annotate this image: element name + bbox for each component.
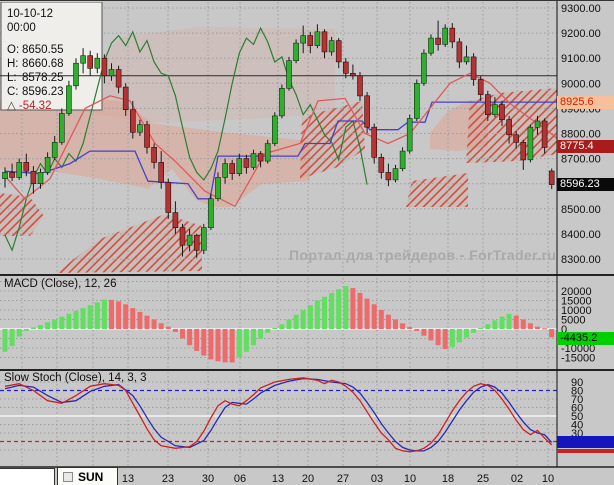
svg-text:5000: 5000 — [561, 315, 585, 327]
svg-text:20: 20 — [302, 473, 314, 485]
svg-text:10000: 10000 — [561, 305, 592, 317]
checkbox-icon — [63, 471, 73, 482]
svg-text:40: 40 — [571, 420, 583, 432]
svg-text:03: 03 — [371, 473, 383, 485]
info-close: C: 8596.23 — [7, 86, 64, 98]
info-delta: △ -54.32 — [7, 100, 52, 112]
info-date: 10-10-12 — [7, 8, 54, 20]
svg-text:27: 27 — [337, 473, 349, 485]
svg-text:-15000: -15000 — [561, 353, 595, 365]
stoch-d-line — [4, 377, 553, 452]
svg-text:15000: 15000 — [561, 296, 592, 308]
svg-text:18: 18 — [442, 473, 454, 485]
svg-text:8500.00: 8500.00 — [561, 204, 601, 216]
red-overlay-line — [4, 72, 557, 208]
svg-text:50: 50 — [571, 411, 583, 423]
svg-text:8400.00: 8400.00 — [561, 229, 601, 241]
svg-text:90: 90 — [571, 377, 583, 389]
candlesticks — [2, 20, 555, 258]
svg-text:20000: 20000 — [561, 286, 592, 298]
svg-text:8700.00: 8700.00 — [561, 154, 601, 166]
price-pane — [0, 2, 557, 274]
senkou-b-badge: 8925.6 — [557, 96, 614, 109]
svg-text:9300.00: 9300.00 — [561, 3, 601, 15]
svg-text:9000.00: 9000.00 — [561, 78, 601, 90]
svg-text:8800.00: 8800.00 — [561, 129, 601, 141]
stoch-k-badge — [557, 436, 614, 448]
svg-text:8300.00: 8300.00 — [561, 254, 601, 266]
blue-overlay-line — [4, 101, 557, 200]
watermark: Портал для трейдеров - ForTrader.ru — [289, 247, 557, 263]
svg-text:10: 10 — [542, 473, 554, 485]
info-open: O: 8650.55 — [7, 44, 64, 56]
svg-text:23: 23 — [162, 473, 174, 485]
svg-text:02: 02 — [511, 473, 523, 485]
stoch-k-line — [4, 377, 553, 453]
svg-text:25: 25 — [477, 473, 489, 485]
stoch-d-badge — [557, 449, 614, 453]
macd-pane-title: MACD (Close), 12, 26 — [4, 278, 117, 290]
macd-pane — [0, 278, 557, 368]
senkou-a-badge: 8775.4 — [557, 140, 614, 153]
macd-histogram — [2, 286, 555, 363]
delta-triangle-icon: △ — [7, 100, 16, 112]
macd-value-badge: -4435.2 — [557, 332, 614, 345]
svg-text:30: 30 — [202, 473, 214, 485]
svg-text:13: 13 — [272, 473, 284, 485]
svg-text:0: 0 — [561, 324, 567, 336]
svg-text:80: 80 — [571, 386, 583, 398]
price-axis-labels: 9300.009200.009100.009000.008900.008800.… — [561, 3, 601, 266]
svg-text:70: 70 — [571, 394, 583, 406]
status-box — [0, 468, 55, 485]
info-time: 00:00 — [7, 22, 36, 34]
periodicity-tab-sun[interactable]: SUN — [57, 467, 118, 485]
stoch-pane — [0, 372, 557, 466]
svg-text:9100.00: 9100.00 — [561, 53, 601, 65]
svg-text:-10000: -10000 — [561, 343, 595, 355]
info-high: H: 8660.68 — [7, 58, 64, 70]
stoch-pane-title: Slow Stoch (Close), 14, 3, 3 — [4, 372, 147, 384]
svg-text:10: 10 — [404, 473, 416, 485]
last-close-badge: 8596.23 — [557, 178, 614, 191]
ohlc-info-panel: 10-10-12 00:00 O: 8650.55 H: 8660.68 L: 857… — [2, 3, 107, 113]
svg-text:06: 06 — [234, 473, 246, 485]
svg-text:60: 60 — [571, 403, 583, 415]
sun-tab-label: SUN — [78, 469, 104, 484]
date-axis-labels: 13 23 30 06 13 20 27 03 10 18 25 02 10 — [122, 473, 554, 485]
svg-text:9200.00: 9200.00 — [561, 28, 601, 40]
chikou-line — [4, 26, 368, 252]
info-low: L: 8578.25 — [7, 72, 64, 84]
svg-text:13: 13 — [122, 473, 134, 485]
